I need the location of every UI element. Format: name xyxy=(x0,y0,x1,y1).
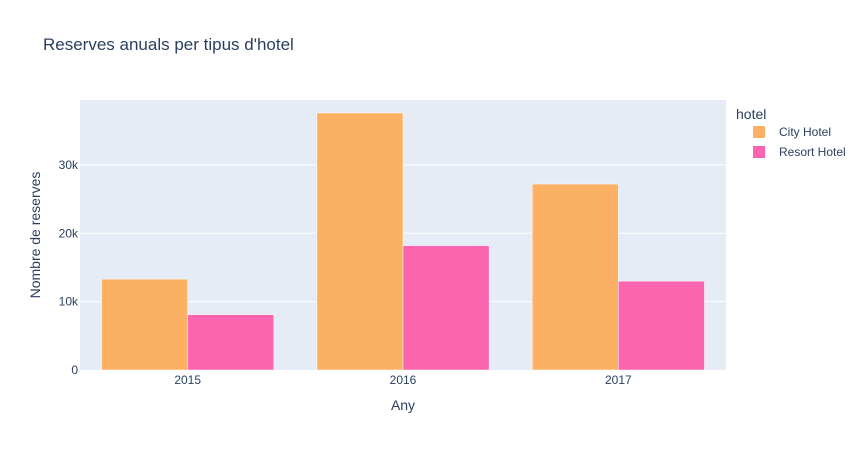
bar-city-hotel[interactable] xyxy=(531,183,619,371)
bar-city-hotel[interactable] xyxy=(101,278,188,371)
y-axis-ticks: 0 10k 20k 30k xyxy=(59,158,79,377)
chart-title: Reserves anuals per tipus d'hotel xyxy=(43,35,294,54)
bar-resort-hotel[interactable] xyxy=(187,314,275,371)
legend: hotel City Hotel Resort Hotel xyxy=(736,106,846,159)
y-tick-label: 30k xyxy=(59,158,79,172)
y-tick-label: 0 xyxy=(71,363,78,377)
x-tick-label: 2015 xyxy=(174,373,201,387)
legend-swatch[interactable] xyxy=(753,126,765,138)
bar-resort-hotel[interactable] xyxy=(618,280,705,371)
x-axis-ticks: 2015 2016 2017 xyxy=(174,373,632,387)
bar-resort-hotel[interactable] xyxy=(402,245,490,371)
x-tick-label: 2017 xyxy=(605,373,632,387)
bars xyxy=(101,112,705,371)
legend-title: hotel xyxy=(736,106,766,122)
y-tick-label: 20k xyxy=(59,226,79,240)
x-tick-label: 2016 xyxy=(390,373,417,387)
x-axis-title: Any xyxy=(391,397,415,413)
y-tick-label: 10k xyxy=(59,295,79,309)
legend-label[interactable]: Resort Hotel xyxy=(779,145,846,159)
bar-city-hotel[interactable] xyxy=(316,112,404,371)
y-axis-title: Nombre de reserves xyxy=(27,172,43,299)
legend-swatch[interactable] xyxy=(753,146,765,158)
legend-label[interactable]: City Hotel xyxy=(779,125,831,139)
